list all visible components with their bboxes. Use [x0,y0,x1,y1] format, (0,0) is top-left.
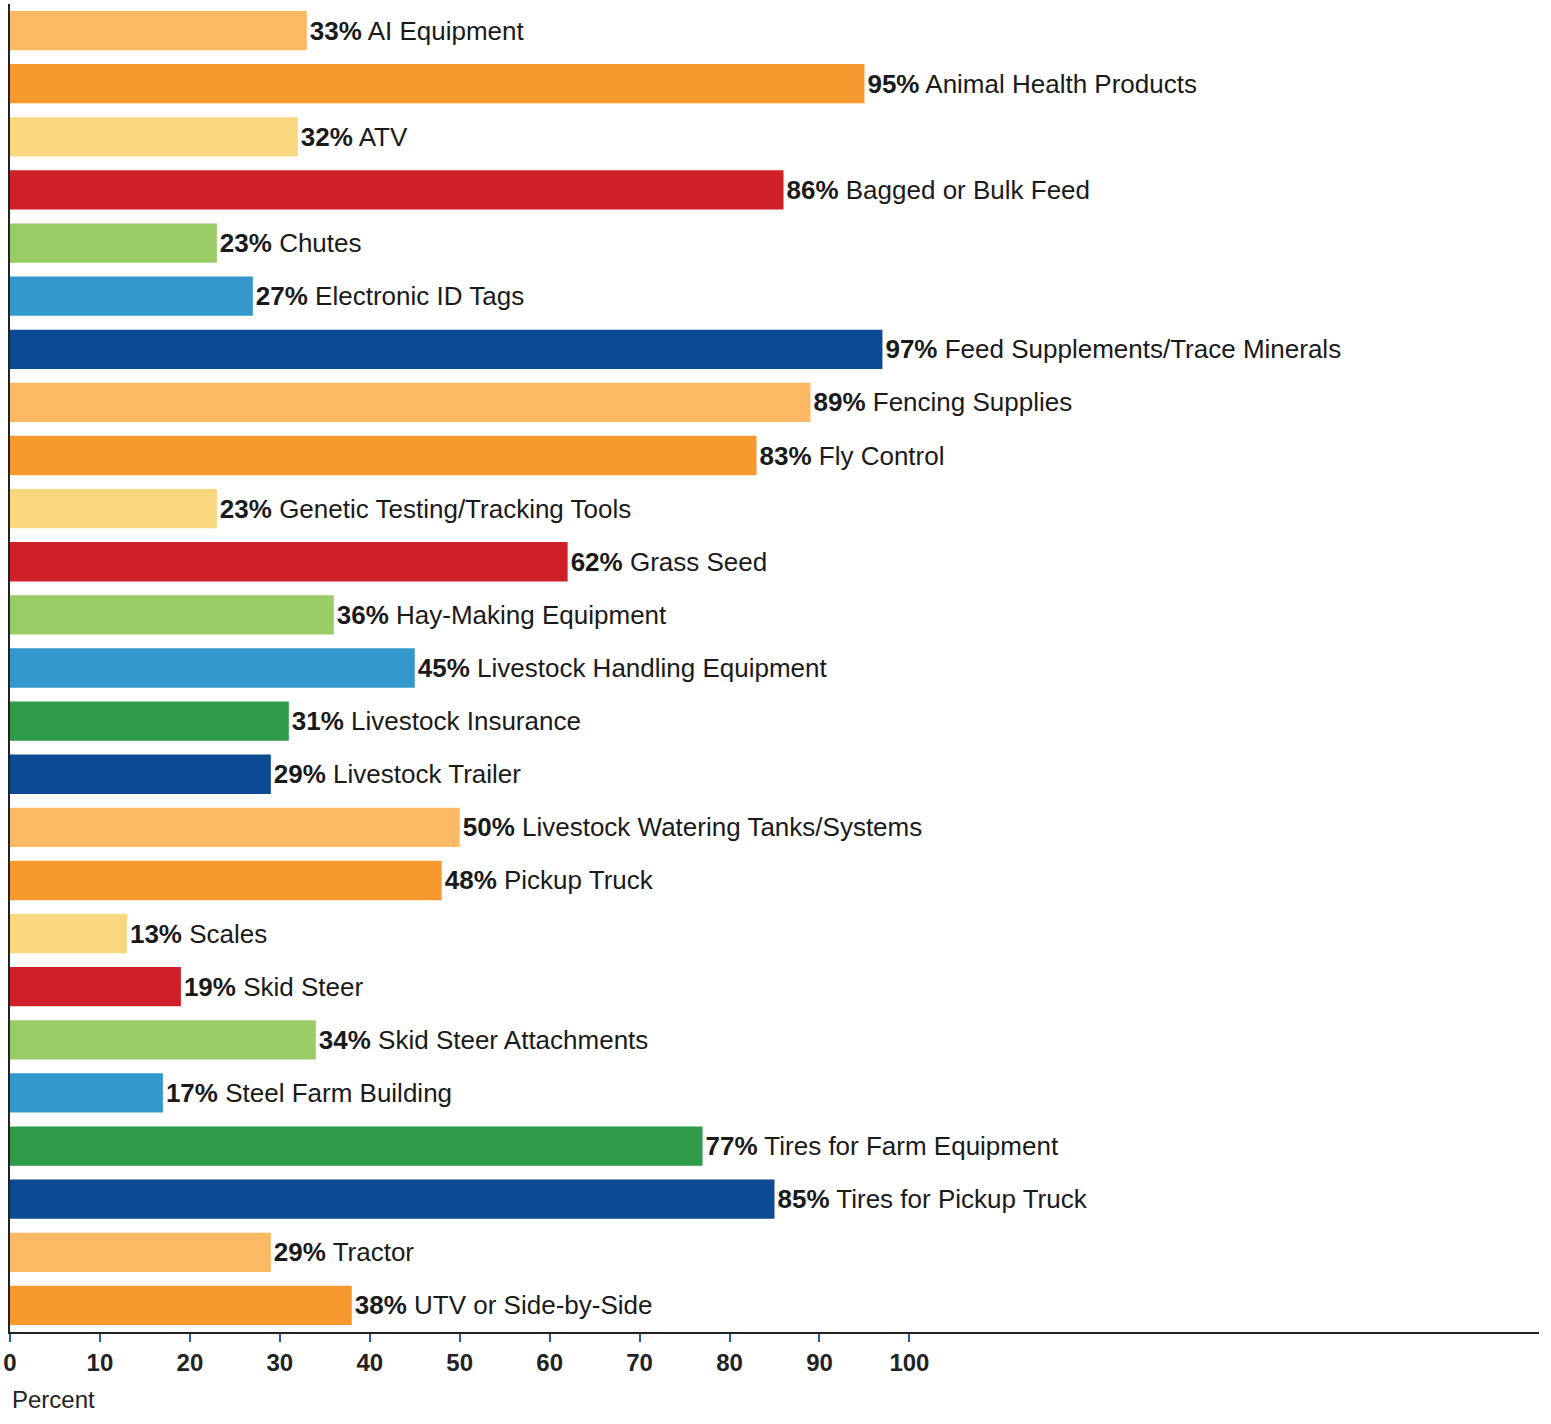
svg-text:38% UTV or Side-by-Side: 38% UTV or Side-by-Side [355,1290,653,1320]
svg-text:36% Hay-Making Equipment: 36% Hay-Making Equipment [337,600,667,630]
svg-text:90: 90 [806,1349,833,1376]
svg-text:33% AI Equipment: 33% AI Equipment [310,16,525,46]
svg-text:62% Grass Seed: 62% Grass Seed [571,547,768,577]
svg-text:23% Genetic Testing/Tracking T: 23% Genetic Testing/Tracking Tools [220,494,631,524]
svg-text:13% Scales: 13% Scales [130,919,267,949]
svg-text:86% Bagged or Bulk Feed: 86% Bagged or Bulk Feed [786,175,1090,205]
svg-text:100: 100 [889,1349,929,1376]
svg-text:27% Electronic ID Tags: 27% Electronic ID Tags [256,281,524,311]
svg-text:50% Livestock Watering Tanks/S: 50% Livestock Watering Tanks/Systems [463,812,923,842]
svg-text:40: 40 [356,1349,383,1376]
svg-text:95% Animal Health Products: 95% Animal Health Products [867,69,1197,99]
svg-text:29% Livestock Trailer: 29% Livestock Trailer [274,759,521,789]
svg-text:85% Tires for Pickup Truck: 85% Tires for Pickup Truck [778,1184,1088,1214]
svg-text:34% Skid Steer Attachments: 34% Skid Steer Attachments [319,1025,649,1055]
svg-text:48% Pickup Truck: 48% Pickup Truck [445,865,654,895]
svg-text:77% Tires for Farm Equipment: 77% Tires for Farm Equipment [706,1131,1059,1161]
svg-text:83% Fly Control: 83% Fly Control [760,441,945,471]
svg-text:10: 10 [87,1349,114,1376]
svg-text:60: 60 [536,1349,563,1376]
svg-text:89% Fencing Supplies: 89% Fencing Supplies [813,387,1072,417]
svg-text:Percent: Percent [12,1386,95,1413]
svg-text:70: 70 [626,1349,653,1376]
svg-text:80: 80 [716,1349,743,1376]
svg-text:19% Skid Steer: 19% Skid Steer [184,972,364,1002]
svg-text:31% Livestock Insurance: 31% Livestock Insurance [292,706,581,736]
svg-text:50: 50 [446,1349,473,1376]
svg-text:97% Feed Supplements/Trace Min: 97% Feed Supplements/Trace Minerals [885,334,1341,364]
svg-text:20: 20 [177,1349,204,1376]
svg-text:45% Livestock Handling Equipme: 45% Livestock Handling Equipment [418,653,828,683]
svg-text:23% Chutes: 23% Chutes [220,228,362,258]
svg-text:0: 0 [3,1349,16,1376]
svg-text:32% ATV: 32% ATV [301,122,408,152]
svg-text:17% Steel Farm Building: 17% Steel Farm Building [166,1078,452,1108]
svg-text:30: 30 [266,1349,293,1376]
svg-text:29% Tractor: 29% Tractor [274,1237,415,1267]
